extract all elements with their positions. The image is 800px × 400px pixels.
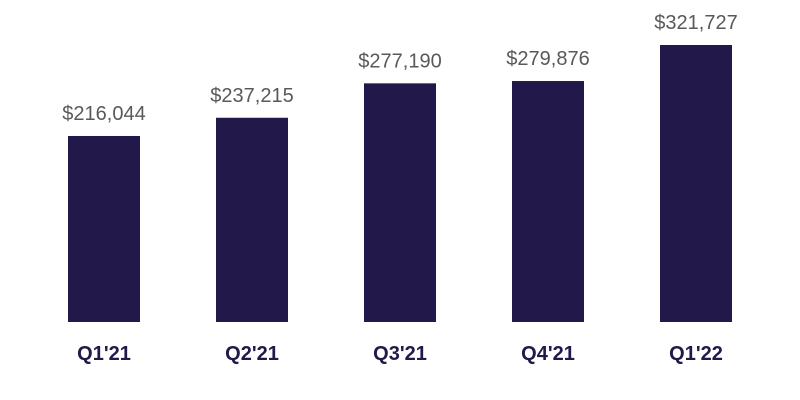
value-label-5: $321,727 [654,12,737,34]
category-labels-group: Q1'21 Q2'21 Q3'21 Q4'21 Q1'22 [77,343,723,365]
category-label-3: Q3'21 [373,343,427,365]
value-label-4: $279,876 [506,48,589,70]
value-labels-group: $216,044 $237,215 $277,190 $279,876 $321,727 [62,12,737,125]
bar-5 [660,45,732,322]
value-label-1: $216,044 [62,103,145,125]
bar-1 [68,135,140,322]
bar-3 [364,83,436,322]
category-label-4: Q4'21 [521,343,575,365]
bar-2 [216,117,288,323]
category-label-1: Q1'21 [77,343,131,365]
category-label-5: Q1'22 [669,343,723,365]
category-label-2: Q2'21 [225,343,279,365]
bar-4 [512,81,584,322]
bars-group [68,45,732,323]
value-label-2: $237,215 [210,85,293,107]
value-label-3: $277,190 [358,50,441,72]
